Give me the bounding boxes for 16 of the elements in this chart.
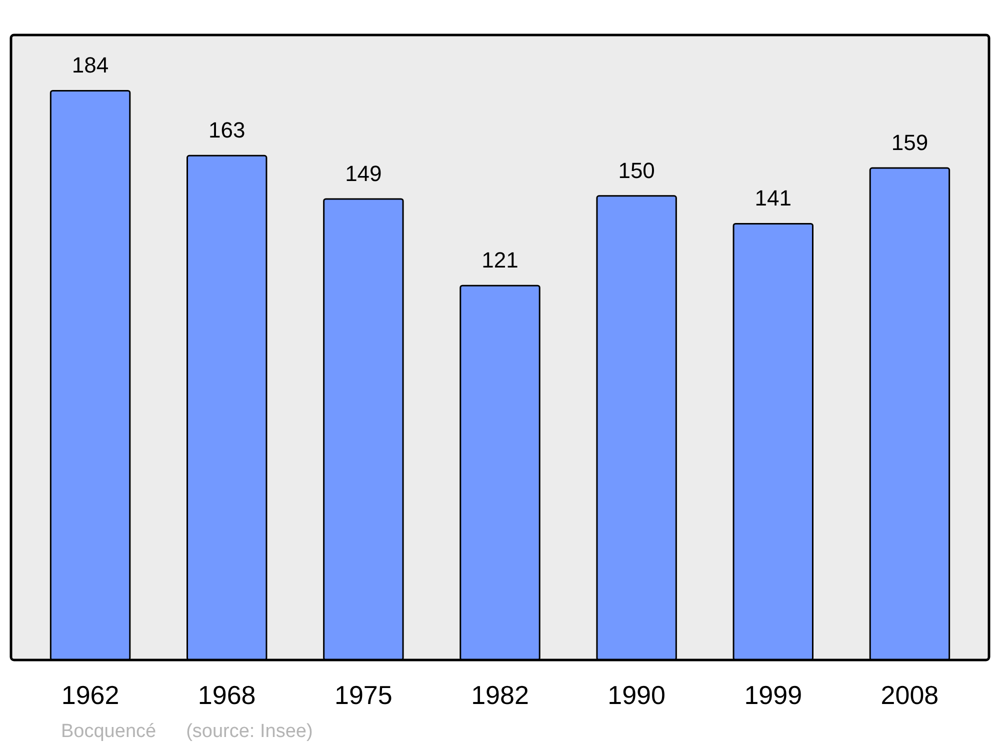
x-tick-label: 1982 — [471, 680, 529, 710]
data-label: 121 — [482, 248, 518, 273]
text: Bocquencé — [61, 721, 156, 742]
data-label: 141 — [754, 186, 792, 211]
x-tick-label: 1999 — [744, 680, 802, 710]
x-tick-label: 1990 — [608, 680, 666, 710]
data-label: 184 — [72, 52, 109, 78]
data-label: 150 — [618, 158, 655, 183]
data-label: 163 — [208, 118, 246, 143]
data-label: 149 — [345, 160, 382, 186]
x-tick-label: 1968 — [198, 680, 256, 710]
x-tick-label: 1962 — [61, 680, 120, 710]
x-tick-label: 2008 — [880, 680, 939, 710]
x-tick-label: 1975 — [334, 680, 392, 710]
data-label: 159 — [891, 130, 928, 156]
text: (source: Insee) — [186, 721, 313, 742]
